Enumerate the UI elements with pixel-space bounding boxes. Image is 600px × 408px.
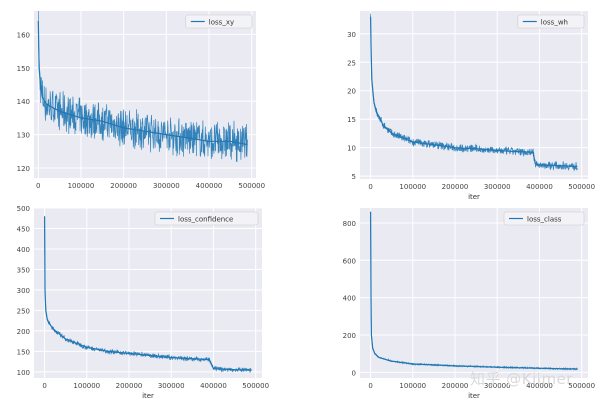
chart-panel-4: 0 200 400 600 800 0 100000 200000 300000 400000 50… xyxy=(343,208,595,400)
x-tick-label: 200000 xyxy=(442,382,469,390)
x-tick-label: 400000 xyxy=(526,382,553,390)
x-tick-label: 0 xyxy=(368,382,372,390)
x-tick-label: 0 xyxy=(36,182,40,190)
y-tick-label: 400 xyxy=(343,295,356,303)
plot-area xyxy=(360,11,588,179)
x-tick-label: 200000 xyxy=(442,183,469,191)
y-tick-label: 450 xyxy=(17,225,30,233)
y-tick-label: 400 xyxy=(17,246,30,254)
y-tick-label: 150 xyxy=(17,65,30,73)
y-tick-label: 800 xyxy=(343,220,356,228)
series-line xyxy=(370,16,578,168)
x-tick-label: 200000 xyxy=(116,382,143,390)
x-tick-label: 500000 xyxy=(242,382,269,390)
x-tick-label: 200000 xyxy=(110,182,137,190)
chart-panel-3: 100 150 200 250 300 350 400 450 500 0 100000 200000… xyxy=(17,205,269,400)
x-tick-label: 300000 xyxy=(484,382,511,390)
x-tick-label: 0 xyxy=(368,183,372,191)
y-tick-label: 0 xyxy=(352,369,356,377)
y-tick-label: 200 xyxy=(343,332,356,340)
y-tick-label: 350 xyxy=(17,266,30,274)
plot-area xyxy=(34,208,262,378)
y-tick-label: 25 xyxy=(347,59,356,67)
legend-label: loss_class xyxy=(527,216,562,224)
x-tick-label: 100000 xyxy=(399,183,426,191)
x-tick-label: 400000 xyxy=(526,183,553,191)
x-tick-label: 500000 xyxy=(568,183,595,191)
x-tick-label: 500000 xyxy=(238,182,265,190)
x-tick-label: 100000 xyxy=(73,382,100,390)
series-line xyxy=(37,20,248,146)
x-tick-label: 100000 xyxy=(68,182,95,190)
series-noise-line xyxy=(37,10,248,162)
legend-box xyxy=(503,211,585,226)
x-axis-label: iter xyxy=(142,392,154,400)
x-tick-label: 100000 xyxy=(399,382,426,390)
y-tick-label: 5 xyxy=(352,173,356,181)
watermark-text: 知乎 @Kilmer xyxy=(470,370,573,388)
x-axis-label: iter xyxy=(468,392,480,400)
y-tick-label: 160 xyxy=(17,31,30,39)
x-tick-label: 400000 xyxy=(200,382,227,390)
y-tick-label: 20 xyxy=(347,88,356,96)
y-tick-label: 30 xyxy=(347,31,356,39)
y-tick-label: 500 xyxy=(17,205,30,213)
legend-label: loss_confidence xyxy=(178,216,233,224)
y-tick-label: 300 xyxy=(17,287,30,295)
x-tick-label: 400000 xyxy=(196,182,223,190)
x-tick-label: 300000 xyxy=(153,182,180,190)
y-tick-label: 600 xyxy=(343,257,356,265)
y-tick-label: 140 xyxy=(17,98,30,106)
x-tick-label: 300000 xyxy=(158,382,185,390)
legend-box xyxy=(185,14,253,29)
legend-box xyxy=(517,14,585,29)
legend-box xyxy=(154,211,259,226)
y-tick-label: 15 xyxy=(347,116,356,124)
y-tick-label: 100 xyxy=(17,369,30,377)
x-axis-label: iter xyxy=(468,193,480,201)
y-tick-label: 250 xyxy=(17,307,30,315)
x-tick-label: 0 xyxy=(42,382,46,390)
plot-area xyxy=(360,208,588,378)
y-tick-label: 130 xyxy=(17,132,30,140)
y-tick-label: 120 xyxy=(17,165,30,173)
legend-label: loss_xy xyxy=(209,19,234,27)
legend-label: loss_wh xyxy=(541,19,568,27)
y-tick-label: 10 xyxy=(347,145,356,153)
y-tick-label: 150 xyxy=(17,348,30,356)
x-tick-label: 500000 xyxy=(568,382,595,390)
chart-panel-1: 120 130 140 150 160 0 100000 200000 300000 400000… xyxy=(17,10,265,190)
series-line xyxy=(44,216,252,371)
x-tick-label: 300000 xyxy=(484,183,511,191)
series-line xyxy=(370,211,578,370)
chart-panel-2: 5 10 15 20 25 30 0 100000 200000 300000 400000 5000… xyxy=(347,11,595,201)
y-tick-label: 200 xyxy=(17,328,30,336)
